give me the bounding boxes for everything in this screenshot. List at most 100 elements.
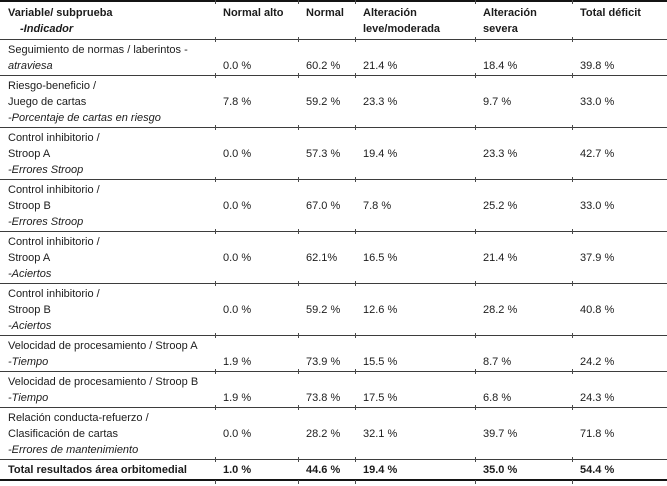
header-variable-line: -Indicador [20, 23, 74, 35]
header-column-label: Alteración [363, 7, 417, 19]
spacer-line [306, 234, 351, 250]
value-cell: 17.5 % [355, 368, 475, 408]
table-row: Control inhibitorio / Stroop B -Errores St… [0, 176, 667, 232]
value-text: 39.7 % [483, 428, 518, 440]
value-text: 59.2 % [306, 304, 341, 316]
row-label-line: -Aciertos [8, 320, 52, 332]
row-label-line: Riesgo-beneficio / [8, 80, 97, 92]
value-text: 24.2 % [580, 356, 615, 368]
header-row: Variable/ subprueba -Indicador Normal alto… [0, 0, 667, 40]
table-bottom-border-ticks [0, 480, 667, 486]
row-label-line: -Aciertos [8, 268, 52, 280]
value-cell: 39.7 % [475, 404, 572, 460]
value-text: 16.5 % [363, 252, 398, 264]
value-text: 1.0 % [223, 464, 252, 476]
value-cell: 59.2 % [298, 280, 355, 336]
value-cell: 15.5 % [355, 332, 475, 372]
value-cell: 23.3 % [355, 72, 475, 128]
spacer-line [306, 338, 351, 354]
table-row: Relación conducta-refuerzo / Clasificació… [0, 404, 667, 460]
value-text: 62.1% [306, 252, 338, 264]
spacer-line [306, 286, 351, 302]
value-cell: 67.0 % [298, 176, 355, 232]
value-text: 21.4 % [483, 252, 518, 264]
value-text: 73.9 % [306, 356, 341, 368]
value-cell: 8.7 % [475, 332, 572, 372]
value-cell: 57.3 % [298, 124, 355, 180]
spacer-line [363, 338, 471, 354]
spacer-line [223, 130, 294, 146]
spacer-line [363, 374, 471, 390]
value-cell: 23.3 % [475, 124, 572, 180]
value-text: 1.9 % [223, 392, 252, 404]
table-row: Control inhibitorio / Stroop A -Aciertos 0.… [0, 228, 667, 284]
value-text: 71.8 % [580, 428, 615, 440]
row-label-line: atraviesa [8, 60, 53, 72]
spacer-line [223, 286, 294, 302]
row-label-cell: Control inhibitorio / Stroop A -Errores St… [0, 128, 215, 180]
value-cell: 24.2 % [572, 332, 667, 372]
value-text: 0.0 % [223, 60, 252, 72]
spacer-line [483, 130, 568, 146]
value-cell: 0.0 % [215, 36, 298, 76]
table-row: Control inhibitorio / Stroop A -Errores St… [0, 124, 667, 180]
row-label-line: Control inhibitorio / [8, 236, 100, 248]
value-cell: 28.2 % [298, 404, 355, 460]
spacer-line [223, 182, 294, 198]
row-label-line: -Porcentaje de cartas en riesgo [8, 112, 161, 124]
spacer-line [580, 374, 663, 390]
spacer-line [580, 130, 663, 146]
value-text: 0.0 % [223, 200, 252, 212]
spacer-line [363, 410, 471, 426]
value-cell: 42.7 % [572, 124, 667, 180]
value-text: 8.7 % [483, 356, 512, 368]
value-text: 0.0 % [223, 304, 252, 316]
value-text: 33.0 % [580, 200, 615, 212]
row-label-cell: Total resultados área orbitomedial [0, 460, 215, 481]
row-label-line: Velocidad de procesamiento / Stroop A [8, 340, 198, 352]
value-cell: 25.2 % [475, 176, 572, 232]
value-text: 35.0 % [483, 464, 518, 476]
value-text: 28.2 % [306, 428, 341, 440]
value-cell: 40.8 % [572, 280, 667, 336]
row-label-cell: Control inhibitorio / Stroop A -Aciertos [0, 232, 215, 284]
row-label-cell: Velocidad de procesamiento / Stroop B -Ti… [0, 372, 215, 408]
spacer-line [223, 42, 294, 58]
row-label-line: Stroop B [8, 200, 51, 212]
row-label-line: Control inhibitorio / [8, 132, 100, 144]
value-cell: 16.5 % [355, 228, 475, 284]
value-cell: 21.4 % [475, 228, 572, 284]
value-text: 7.8 % [363, 200, 392, 212]
row-label-line: Control inhibitorio / [8, 184, 100, 196]
header-column-label: Normal alto [223, 7, 284, 19]
value-cell: 0.0 % [215, 124, 298, 180]
value-cell: 19.4 % [355, 124, 475, 180]
value-text: 32.1 % [363, 428, 398, 440]
spacer-line [306, 78, 351, 94]
header-column-1: Normal [298, 0, 355, 40]
value-cell: 19.4 % [355, 456, 475, 481]
row-label-line: Stroop B [8, 304, 51, 316]
row-label-cell: Relación conducta-refuerzo / Clasificació… [0, 408, 215, 460]
spacer-line [580, 286, 663, 302]
value-text: 24.3 % [580, 392, 615, 404]
value-cell: 1.0 % [215, 456, 298, 481]
value-cell: 0.0 % [215, 228, 298, 284]
value-text: 17.5 % [363, 392, 398, 404]
value-text: 15.5 % [363, 356, 398, 368]
spacer-line [483, 182, 568, 198]
value-text: 37.9 % [580, 252, 615, 264]
value-cell: 1.9 % [215, 368, 298, 408]
row-label-line: -Tiempo [8, 356, 49, 368]
header-column-3: Alteración severa [475, 0, 572, 40]
value-cell: 60.2 % [298, 36, 355, 76]
value-text: 44.6 % [306, 464, 341, 476]
spacer-line [483, 42, 568, 58]
spacer-line [306, 182, 351, 198]
value-cell: 44.6 % [298, 456, 355, 481]
spacer-line [483, 286, 568, 302]
spacer-line [483, 374, 568, 390]
spacer-line [483, 338, 568, 354]
row-label-line: Velocidad de procesamiento / Stroop B [8, 376, 199, 388]
